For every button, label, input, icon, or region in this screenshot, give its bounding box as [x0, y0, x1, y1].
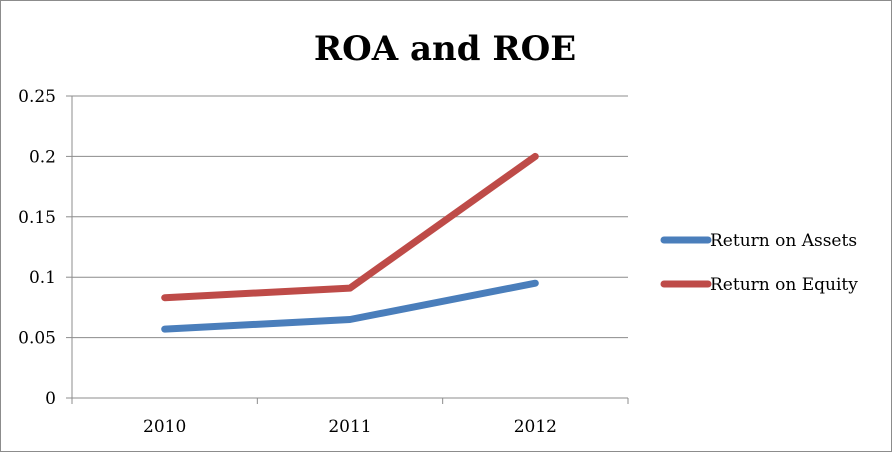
chart-title: ROA and ROE: [314, 29, 576, 69]
y-tick-label: 0.1: [29, 268, 56, 288]
series-lines: [161, 152, 539, 333]
gridlines: [72, 95, 628, 339]
x-tick-label-2011: 2011: [328, 417, 371, 437]
y-tick-label: 0.2: [29, 147, 56, 167]
y-tick-label: 0.15: [18, 208, 56, 228]
y-tick-label: 0.05: [18, 329, 56, 349]
y-tick-label: 0: [45, 389, 56, 409]
legend: Return on Assets Return on Equity: [660, 231, 858, 295]
legend-label-1: Return on Equity: [710, 275, 858, 295]
x-tick-labels: 2010 2011 2012: [143, 417, 557, 437]
series-line-return-on-assets: [161, 279, 539, 333]
y-tick-labels: 0 0.05 0.1 0.15 0.2 0.25: [18, 87, 56, 409]
series-line-return-on-equity: [161, 152, 539, 302]
axes: [66, 95, 629, 404]
legend-label-0: Return on Assets: [710, 231, 857, 251]
x-tick-label-2012: 2012: [514, 417, 557, 437]
y-tick-label: 0.25: [18, 87, 56, 107]
x-tick-label-2010: 2010: [143, 417, 186, 437]
